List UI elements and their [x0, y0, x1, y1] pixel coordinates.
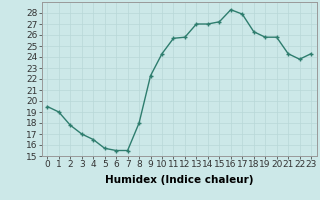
- X-axis label: Humidex (Indice chaleur): Humidex (Indice chaleur): [105, 175, 253, 185]
